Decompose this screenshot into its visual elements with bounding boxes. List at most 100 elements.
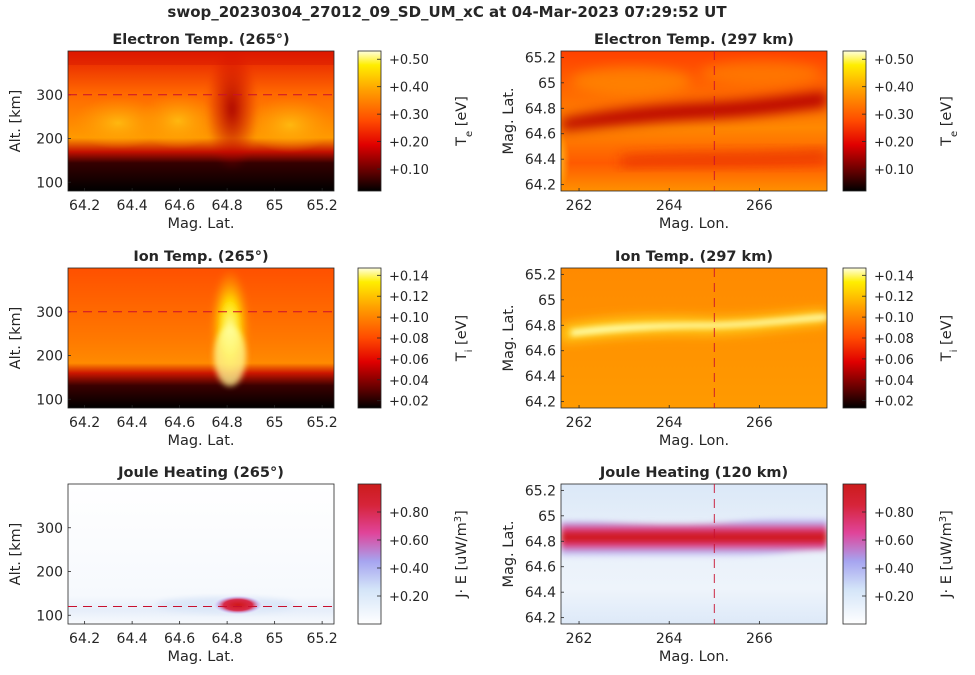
y-tick-label: 64.4 <box>525 369 556 385</box>
colorbar-tick-label: +0.02 <box>874 395 914 410</box>
y-tick-label: 64.8 <box>525 318 556 334</box>
colorbar-label: J· E [uW/m3] <box>453 510 471 599</box>
colorbar <box>842 483 867 625</box>
panel-title: Electron Temp. (265°) <box>112 32 289 48</box>
colorbar-tick-label: +0.10 <box>389 311 429 326</box>
x-tick-label: 65 <box>266 415 284 431</box>
colorbar-label: Ti [eV] <box>454 315 475 362</box>
y-tick-label: 100 <box>36 175 63 191</box>
x-tick-label: 64.2 <box>69 631 100 647</box>
panel-ion-temp-map <box>560 267 828 409</box>
colorbar-tick-label: +0.30 <box>874 108 914 123</box>
colorbar-tick-label: +0.20 <box>389 136 429 151</box>
panel-ion-temp-altitude <box>67 267 335 409</box>
colorbar-tick-label: +0.10 <box>874 311 914 326</box>
x-tick-label: 65.2 <box>307 631 338 647</box>
colorbar-label: J· E [uW/m3] <box>938 510 956 599</box>
x-axis-label: Mag. Lat. <box>167 216 234 232</box>
x-tick-label: 64.4 <box>117 198 148 214</box>
x-tick-label: 64.8 <box>212 198 243 214</box>
colorbar-tick-label: +0.20 <box>874 590 914 605</box>
x-tick-label: 65.2 <box>307 198 338 214</box>
x-axis-label: Mag. Lon. <box>659 216 729 232</box>
colorbar-tick-label: +0.60 <box>389 534 429 549</box>
colorbar-tick-label: +0.40 <box>874 562 914 577</box>
x-axis-label: Mag. Lat. <box>167 649 234 665</box>
colorbar-tick-label: +0.08 <box>874 332 914 347</box>
colorbar-tick-label: +0.14 <box>389 269 429 284</box>
y-tick-label: 64.4 <box>525 585 556 601</box>
y-tick-label: 64.8 <box>525 534 556 550</box>
x-axis-label: Mag. Lat. <box>167 433 234 449</box>
colorbar-tick-label: +0.40 <box>874 81 914 96</box>
y-tick-label: 64.8 <box>525 101 556 117</box>
y-axis-label: Alt. [km] <box>8 90 24 153</box>
panel-electron-temp-map <box>560 50 828 192</box>
y-tick-label: 100 <box>36 392 63 408</box>
x-tick-label: 64.4 <box>117 415 148 431</box>
colorbar-tick-label: +0.20 <box>389 590 429 605</box>
heatmap-image <box>68 51 334 191</box>
y-tick-label: 300 <box>36 88 63 104</box>
heatmap-image <box>561 484 827 624</box>
chart-3: Ion Temp. (297 km) 262 264 266 64.2 64.4 64.6 6… <box>501 249 960 449</box>
y-axis-label: Mag. Lat. <box>501 304 517 371</box>
colorbar-label: Te [eV] <box>454 96 475 147</box>
colorbar-tick-label: +0.60 <box>874 534 914 549</box>
y-tick-label: 200 <box>36 132 63 148</box>
colorbar-tick-label: +0.02 <box>389 395 429 410</box>
colorbar-tick-label: +0.20 <box>874 136 914 151</box>
heatmap-image <box>68 484 334 624</box>
panel-title: Joule Heating (120 km) <box>599 465 788 481</box>
chart-2: Ion Temp. (265°) 64.2 64.4 64.6 64.8 65 65.2 10… <box>8 249 475 449</box>
panel-title: Joule Heating (265°) <box>117 465 284 481</box>
colorbar-tick-label: +0.10 <box>389 163 429 178</box>
y-axis-label: Mag. Lat. <box>501 87 517 154</box>
y-axis-label: Alt. [km] <box>8 307 24 370</box>
chart-0: Electron Temp. (265°) 64.2 64.4 64.6 64.8 65 6… <box>8 32 475 232</box>
x-axis-label: Mag. Lon. <box>659 649 729 665</box>
y-tick-label: 64.2 <box>525 178 556 194</box>
x-tick-label: 65.2 <box>307 415 338 431</box>
x-tick-label: 262 <box>566 415 593 431</box>
x-tick-label: 262 <box>566 198 593 214</box>
chart-4: Joule Heating (265°) 64.2 64.4 64.6 64.8 65 65… <box>8 465 470 665</box>
x-tick-label: 64.6 <box>164 631 195 647</box>
colorbar-tick-label: +0.40 <box>389 562 429 577</box>
panel-title: Ion Temp. (297 km) <box>615 249 773 265</box>
colorbar-tick-label: +0.10 <box>874 163 914 178</box>
x-tick-label: 266 <box>746 631 773 647</box>
x-tick-label: 266 <box>746 415 773 431</box>
colorbar-tick-label: +0.08 <box>389 332 429 347</box>
colorbar-label: Ti [eV] <box>939 315 960 362</box>
y-tick-label: 300 <box>36 305 63 321</box>
x-tick-label: 64.2 <box>69 415 100 431</box>
heatmap-image <box>561 51 827 191</box>
y-tick-label: 65.2 <box>525 483 556 499</box>
x-tick-label: 264 <box>656 631 683 647</box>
chart-1: Electron Temp. (297 km) 262 264 266 64.2 64.4… <box>501 32 960 232</box>
colorbar-tick-label: +0.06 <box>389 353 429 368</box>
y-tick-label: 64.6 <box>525 344 556 360</box>
y-tick-label: 100 <box>36 608 63 624</box>
x-tick-label: 64.2 <box>69 198 100 214</box>
y-tick-label: 64.2 <box>525 395 556 411</box>
y-axis-label: Mag. Lat. <box>501 520 517 587</box>
y-tick-label: 65.2 <box>525 267 556 283</box>
panel-joule-heating-altitude <box>67 483 335 625</box>
colorbar-tick-label: +0.40 <box>389 81 429 96</box>
y-tick-label: 65.2 <box>525 50 556 66</box>
x-tick-label: 64.8 <box>212 415 243 431</box>
colorbar-tick-label: +0.30 <box>389 108 429 123</box>
x-tick-label: 64.6 <box>164 198 195 214</box>
colorbar-tick-label: +0.14 <box>874 269 914 284</box>
y-tick-label: 64.4 <box>525 152 556 168</box>
colorbar-tick-label: +0.12 <box>874 290 914 305</box>
x-tick-label: 264 <box>656 198 683 214</box>
colorbar-tick-label: +0.04 <box>874 374 914 389</box>
colorbar-tick-label: +0.80 <box>874 506 914 521</box>
x-tick-label: 262 <box>566 631 593 647</box>
panel-electron-temp-altitude <box>67 50 335 192</box>
x-axis-label: Mag. Lon. <box>659 433 729 449</box>
panel-title: Electron Temp. (297 km) <box>594 32 794 48</box>
